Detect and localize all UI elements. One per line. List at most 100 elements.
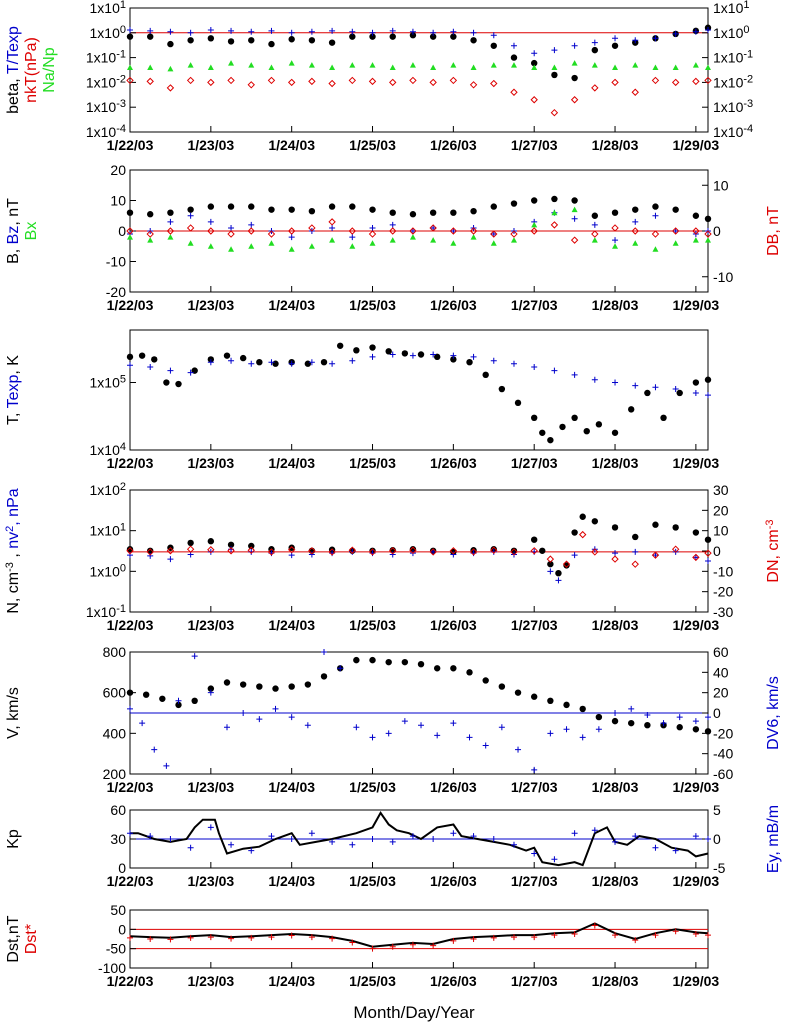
y-tick-label: -20: [106, 284, 126, 300]
x-tick-label: 1/29/03: [673, 617, 720, 633]
data-point: [389, 221, 396, 228]
data-point: [672, 228, 679, 234]
data-point: [320, 673, 328, 680]
data-point: [349, 33, 356, 40]
data-point: [430, 351, 437, 358]
data-point: [126, 689, 134, 696]
panel-mag: -20 -10 0 10 20 -10 0 10 1/22/03 1/23/03 1/24/03 1/…: [106, 162, 734, 313]
y-tick-label: 60: [110, 802, 126, 818]
data-point: [228, 224, 235, 231]
data-point: [224, 724, 231, 731]
x-tick-label: 1/24/03: [268, 779, 315, 795]
data-point: [151, 746, 158, 753]
panel-beta: 1x10-4 1x10-3 1x10-2 1x10-1 1x100 1x101 1x10-4…: [86, 0, 753, 153]
data-point: [147, 237, 154, 243]
panel-dst: -100 -50 0 50 1/22/03 1/23/03 1/24/03 1/25/03 1/…: [98, 902, 719, 989]
data-point: [470, 64, 477, 70]
y-tick-label: 1x10-2: [86, 73, 126, 90]
data-point: [530, 547, 538, 555]
data-point: [611, 42, 619, 49]
right-axis-label: Ey, mB/m: [765, 805, 782, 873]
data-point: [539, 547, 546, 554]
x-tick-label: 1/26/03: [430, 973, 477, 989]
data-point: [450, 937, 457, 944]
data-point: [571, 830, 578, 837]
data-point: [409, 546, 417, 553]
right-tick-label: 0: [713, 223, 721, 239]
data-point: [349, 939, 356, 946]
data-point: [187, 62, 194, 68]
data-point: [163, 379, 170, 386]
data-point: [671, 78, 680, 87]
data-point: [247, 546, 255, 554]
data-point: [547, 697, 554, 704]
data-point: [127, 26, 133, 33]
data-point: [186, 76, 195, 85]
data-point: [268, 206, 275, 213]
data-point: [570, 96, 579, 104]
data-point: [409, 833, 416, 840]
x-tick-label: 1/28/03: [592, 297, 639, 313]
data-point: [510, 200, 518, 207]
data-point: [320, 358, 328, 366]
data-point: [611, 224, 619, 232]
data-point: [705, 64, 711, 70]
data-point: [126, 209, 134, 216]
data-point: [409, 234, 416, 240]
data-point: [692, 718, 699, 725]
data-point: [450, 33, 457, 40]
data-point: [612, 237, 619, 244]
data-point: [490, 203, 497, 210]
data-point: [187, 206, 194, 213]
x-tick-label: 1/23/03: [187, 137, 234, 153]
data-point: [166, 547, 175, 555]
data-point: [167, 836, 174, 842]
right-tick-label: 1x10-4: [713, 123, 753, 140]
right-tick-label: -40: [713, 746, 733, 762]
data-point: [268, 833, 275, 840]
data-point: [369, 836, 376, 842]
data-point: [126, 33, 134, 40]
data-point: [127, 234, 133, 240]
data-point: [672, 206, 679, 213]
data-point: [660, 414, 667, 422]
data-point: [632, 937, 639, 944]
data-point: [288, 36, 295, 43]
data-point: [139, 720, 146, 727]
x-tick-label: 1/24/03: [268, 973, 315, 989]
data-point: [227, 203, 235, 210]
data-point: [167, 367, 174, 374]
data-point: [430, 29, 437, 36]
data-point: [591, 376, 598, 383]
data-point: [191, 697, 198, 704]
data-point: [126, 547, 134, 555]
x-tick-label: 1/25/03: [349, 137, 396, 153]
data-point: [705, 932, 711, 939]
data-point: [147, 33, 154, 40]
right-axis-label: DN, cm-3: [764, 519, 782, 582]
data-point: [368, 548, 377, 556]
data-point: [147, 27, 154, 34]
data-point: [692, 726, 700, 733]
data-point: [348, 76, 357, 85]
data-point: [551, 47, 558, 54]
data-point: [672, 240, 679, 246]
data-point: [583, 427, 590, 435]
data-point: [490, 836, 497, 842]
x-tick-label: 1/26/03: [430, 297, 477, 313]
data-point: [288, 360, 295, 367]
data-point: [571, 414, 578, 422]
data-point: [579, 705, 586, 713]
right-tick-label: 1x10-3: [713, 98, 753, 115]
x-tick-label: 1/28/03: [592, 973, 639, 989]
data-point: [409, 28, 416, 35]
data-point: [187, 29, 194, 36]
data-point: [510, 360, 517, 367]
data-point: [466, 669, 473, 676]
x-tick-label: 1/22/03: [107, 617, 154, 633]
data-point: [268, 934, 275, 941]
data-point: [692, 62, 699, 68]
data-point: [450, 720, 457, 727]
data-point: [368, 77, 377, 86]
data-point: [531, 850, 538, 857]
